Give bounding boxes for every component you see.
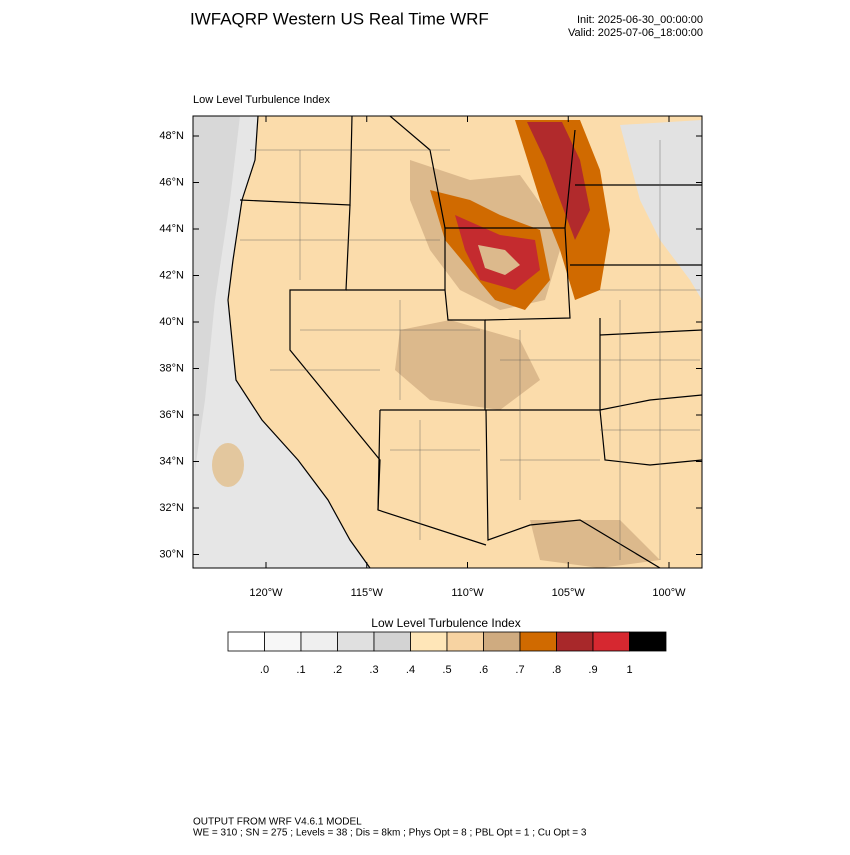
colorbar-title: Low Level Turbulence Index [371,616,520,630]
colorbar-swatch [410,631,448,652]
tan-area [530,520,660,568]
lat-label: 32°N [159,502,184,514]
colorbar-swatch [556,631,594,652]
lon-label: 105°W [552,587,586,599]
colorbar-swatch [519,631,557,652]
county-borders [240,140,700,560]
colorbar-swatch [446,631,484,652]
map [192,115,703,569]
colorbar-swatch [373,631,411,652]
colorbar-label: .1 [296,664,305,676]
footer-line: WE = 310 ; SN = 275 ; Levels = 38 ; Dis … [193,828,587,839]
lat-label: 40°N [159,316,184,328]
lon-label: 110°W [451,587,484,599]
colorbar-label: .5 [442,664,451,676]
colorbar-swatch [264,631,302,652]
ocean-patch [212,443,244,487]
colorbar-label: .7 [515,664,524,676]
lat-label: 30°N [159,548,184,560]
red-area [527,122,590,240]
colorbar-label: .3 [369,664,378,676]
colorbar-swatch [300,631,338,652]
lon-label: 120°W [249,587,283,599]
lat-label: 42°N [159,269,184,281]
colorbar-label: .6 [479,664,488,676]
lat-label: 36°N [159,409,184,421]
footer-line: OUTPUT FROM WRF V4.6.1 MODEL [193,817,362,828]
lat-label: 38°N [159,362,184,374]
gray-area [620,120,702,300]
colorbar-swatch [629,631,667,652]
orange-area [515,120,610,300]
map-title: Low Level Turbulence Index [193,94,330,106]
colorbar-swatch [483,631,521,652]
colorbar-swatch [592,631,630,652]
lat-label: 46°N [159,176,184,188]
colorbar-swatch [337,631,375,652]
colorbar-label: .2 [333,664,342,676]
header-title: IWFAQRP Western US Real Time WRF [190,9,489,28]
colorbar-label: .4 [406,664,415,676]
colorbar-label: .8 [552,664,561,676]
valid-time: Valid: 2025-07-06_18:00:00 [568,27,703,39]
tan-area [395,320,540,410]
state-borders [227,116,702,568]
ocean-shade [193,116,240,470]
lon-label: 100°W [652,587,686,599]
tan-area [478,245,520,275]
colorbar-swatch [227,631,265,652]
lat-label: 44°N [159,223,184,235]
colorbar-label: .0 [260,664,269,676]
lat-label: 48°N [159,130,184,142]
map-frame [192,115,703,569]
init-time: Init: 2025-06-30_00:00:00 [577,14,703,26]
colorbar: .0 .1 .2 .3 .4 .5 .6 .7 .8 .9 1 [227,631,667,676]
colorbar-label: .9 [588,664,597,676]
lon-label: 115°W [351,587,384,599]
lat-label: 34°N [159,455,184,467]
colorbar-label: 1 [626,664,632,676]
